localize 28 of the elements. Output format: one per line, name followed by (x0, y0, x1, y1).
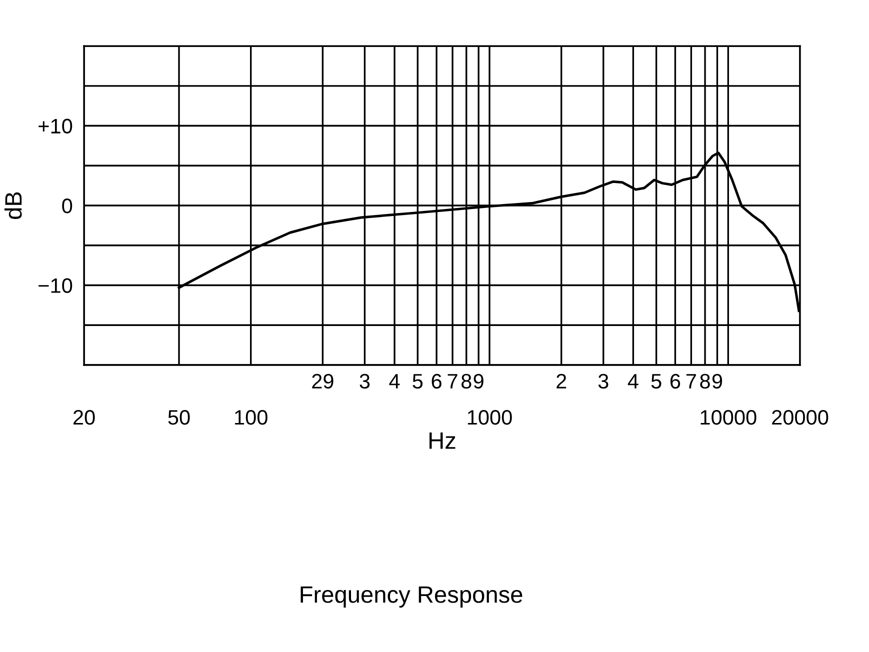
x-tick-label: 50 (168, 410, 190, 425)
text: 8 (700, 374, 710, 389)
text: 7 (686, 374, 696, 388)
y-tick-label: +10 (38, 118, 72, 134)
y-axis-title: dB (4, 192, 22, 219)
text: 9 (474, 374, 484, 389)
text: 7 (448, 374, 458, 388)
text: 6 (670, 374, 680, 389)
x-tick-label: 1000 (468, 410, 512, 425)
text: 2 (556, 374, 566, 388)
text: 6 (432, 374, 442, 389)
y-tick-label: 0 (62, 198, 72, 214)
text: 29 (312, 374, 334, 389)
text: 3 (598, 374, 608, 389)
text: Frequency Response (300, 586, 522, 608)
y-tick-label: −10 (38, 278, 72, 294)
text: 4 (628, 374, 638, 388)
text: 4 (389, 374, 400, 388)
x-tick-label: 20000 (772, 410, 828, 425)
text: 5 (412, 374, 423, 389)
x-axis-title: Hz (430, 432, 456, 449)
x-tick-label: 20 (73, 410, 95, 425)
x-tick-label: 100 (235, 410, 268, 425)
text: 9 (712, 374, 722, 389)
text: 8 (461, 374, 472, 389)
x-tick-label: 10000 (700, 410, 756, 425)
text: 3 (360, 374, 370, 389)
text: 5 (651, 374, 662, 389)
